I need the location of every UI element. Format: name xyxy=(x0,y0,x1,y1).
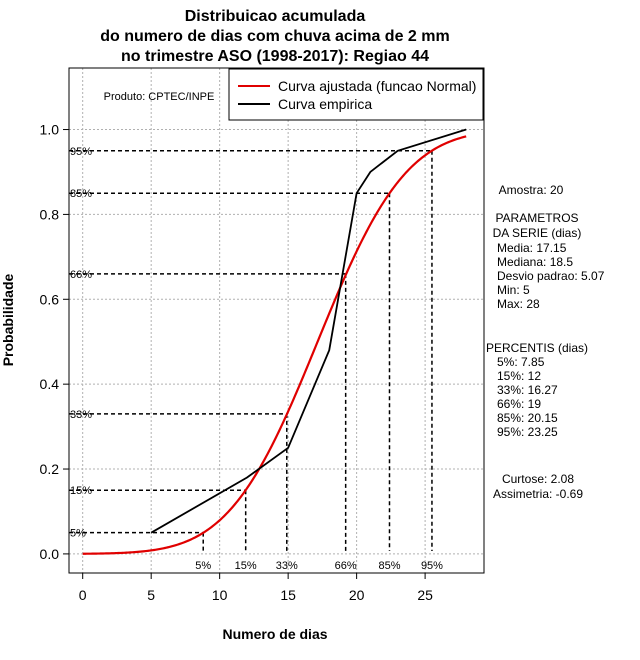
percentiles-title: PERCENTIS (dias) xyxy=(486,341,588,355)
percentile-x-label: 15% xyxy=(235,560,257,572)
product-label: Produto: CPTEC/INPE xyxy=(104,91,215,103)
statistics-panel: Amostra: 20 PARAMETROS DA SERIE (dias) M… xyxy=(486,183,605,501)
legend-box xyxy=(228,68,484,121)
grid xyxy=(69,68,484,573)
legend-empirical-label: Curva empirica xyxy=(278,96,372,112)
percentile-x-label: 66% xyxy=(335,560,357,572)
percentile-guides: 5% 5% 15% 15% 33% 33% 66% 66% 85% 85% 95% 95% xyxy=(69,146,443,572)
x-tick-label: 15 xyxy=(280,587,296,603)
x-tick-label: 20 xyxy=(349,587,365,603)
chart-title-line-2: do numero de dias com chuva acima de 2 m… xyxy=(100,28,449,45)
stat-kurtosis: Curtose: 2.08 xyxy=(502,472,574,486)
x-axis-label: Numero de dias xyxy=(222,626,327,642)
axes: 0 5 10 15 20 25 0.0 0.2 0.4 0.6 0.8 1.0 xyxy=(40,122,434,603)
percentile-15: 15%: 12 xyxy=(497,369,541,383)
percentile-85: 85%: 20.15 xyxy=(497,411,558,425)
series-lines xyxy=(82,128,467,555)
percentile-x-label: 85% xyxy=(378,560,400,572)
stat-mean: Media: 17.15 xyxy=(497,241,567,255)
y-tick-label: 1.0 xyxy=(40,122,60,138)
percentile-x-label: 95% xyxy=(421,560,443,572)
percentile-33: 33%: 16.27 xyxy=(497,383,558,397)
stat-min: Min: 5 xyxy=(497,283,530,297)
percentile-y-label: 95% xyxy=(70,146,92,158)
percentile-y-label: 66% xyxy=(70,269,92,281)
percentile-x-label: 5% xyxy=(195,560,211,572)
percentile-y-label: 85% xyxy=(70,188,92,200)
stat-median: Mediana: 18.5 xyxy=(497,255,573,269)
x-tick-label: 10 xyxy=(212,587,228,603)
parameters-subtitle: DA SERIE (dias) xyxy=(493,226,582,240)
percentile-5: 5%: 7.85 xyxy=(497,355,545,369)
parameters-title: PARAMETROS xyxy=(495,211,578,225)
percentile-66: 66%: 19 xyxy=(497,397,541,411)
y-tick-label: 0.0 xyxy=(40,546,60,562)
y-tick-label: 0.4 xyxy=(40,376,60,392)
chart-title-line-3: no trimestre ASO (1998-2017): Regiao 44 xyxy=(121,48,429,65)
percentile-y-label: 33% xyxy=(70,409,92,421)
percentile-x-label: 33% xyxy=(276,560,298,572)
x-tick-label: 0 xyxy=(79,587,87,603)
x-tick-label: 25 xyxy=(417,587,433,603)
x-tick-label: 5 xyxy=(147,587,155,603)
legend: Curva ajustada (funcao Normal) Curva emp… xyxy=(228,68,484,121)
y-tick-label: 0.6 xyxy=(40,291,60,307)
y-axis-label: Probabilidade xyxy=(0,274,16,367)
percentile-y-label: 5% xyxy=(70,528,86,540)
stat-max: Max: 28 xyxy=(497,297,540,311)
y-tick-label: 0.8 xyxy=(40,206,60,222)
percentile-95: 95%: 23.25 xyxy=(497,425,558,439)
stat-skewness: Assimetria: -0.69 xyxy=(493,487,583,501)
legend-fitted-label: Curva ajustada (funcao Normal) xyxy=(278,78,476,94)
empirical-curve xyxy=(150,128,467,534)
fitted-normal-curve xyxy=(82,135,467,555)
sample-size: Amostra: 20 xyxy=(499,183,564,197)
y-tick-label: 0.2 xyxy=(40,461,60,477)
percentile-y-label: 15% xyxy=(70,485,92,497)
stat-std-dev: Desvio padrao: 5.07 xyxy=(497,269,605,283)
chart-title-line-1: Distribuicao acumulada xyxy=(185,8,366,25)
